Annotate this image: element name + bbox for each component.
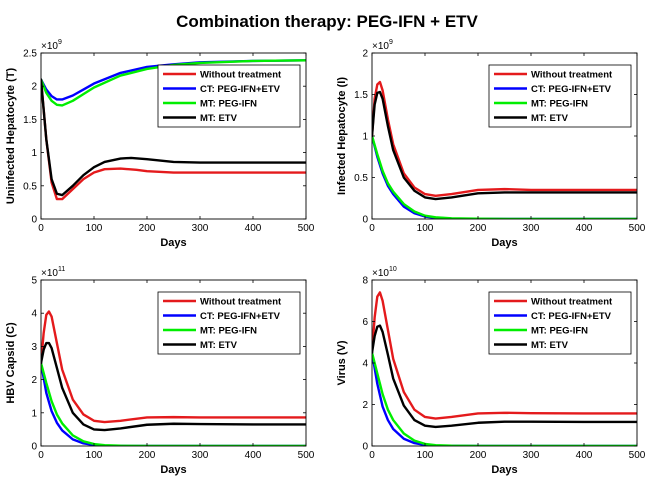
- legend-label-without-treatment: Without treatment: [531, 70, 613, 81]
- chart-v: 0 100 200 300 400 500 0 2 4 6 8 ×1010 Days Virus (V) W…: [336, 266, 646, 476]
- axes-frame: [371, 279, 638, 447]
- x-tick-label: 500: [298, 223, 315, 234]
- y-axis-label: HBV Capsid (C): [5, 322, 17, 404]
- x-tick-label: 0: [38, 450, 44, 461]
- axes-frame: [40, 52, 307, 220]
- legend-label-mt-etv: MT: ETV: [200, 340, 238, 351]
- x-axis-label: Days: [491, 464, 517, 476]
- chart-t: 0 100 200 300 400 500 0 0.5 1 1.5 2 2.5 ×109 Days Unin…: [5, 39, 315, 249]
- y-tick-label: 3: [31, 342, 37, 353]
- x-tick-label: 300: [523, 450, 540, 461]
- x-tick-label: 200: [139, 450, 156, 461]
- series-line-mt-peg-ifn: [41, 59, 306, 107]
- x-tick-label: 400: [576, 450, 593, 461]
- x-axis-label: Days: [160, 237, 186, 249]
- series-line-without-treatment: [41, 78, 306, 201]
- series-line-mt-etv: [372, 90, 637, 201]
- series-line-without-treatment: [372, 291, 637, 420]
- x-tick-label: 500: [629, 223, 646, 234]
- y-tick-label: 1: [31, 148, 37, 159]
- y-tick-label: 2: [362, 400, 368, 411]
- legend: Without treatment CT: PEG-IFN+ETV MT: PEG-…: [488, 291, 632, 355]
- y-tick-label: 1.5: [23, 115, 37, 126]
- y-exponent-label: ×1010: [372, 266, 397, 279]
- legend: Without treatment CT: PEG-IFN+ETV MT: PEG-…: [157, 291, 301, 355]
- series-line-without-treatment: [41, 310, 306, 424]
- x-tick-label: 500: [629, 450, 646, 461]
- y-tick-label: 6: [362, 317, 368, 328]
- legend-label-mt-peg-ifn: MT: PEG-IFN: [531, 99, 588, 110]
- y-tick-label: 0: [31, 215, 37, 226]
- x-tick-label: 0: [369, 450, 375, 461]
- y-tick-label: 1: [362, 132, 368, 143]
- x-tick-label: 100: [417, 223, 434, 234]
- x-tick-label: 300: [192, 450, 209, 461]
- x-tick-label: 100: [417, 450, 434, 461]
- y-tick-label: 1: [31, 408, 37, 419]
- chart-panels: 0 100 200 300 400 50000.511.522.5×109DaysUnin…: [5, 39, 646, 476]
- x-axis-label: Days: [160, 464, 186, 476]
- x-tick-label: 400: [576, 223, 593, 234]
- y-tick-label: 0: [362, 215, 368, 226]
- x-tick-label: 300: [523, 223, 540, 234]
- series-line-mt-etv: [41, 341, 306, 432]
- series-line-mt-etv: [41, 78, 306, 197]
- y-tick-label: 8: [362, 276, 368, 287]
- y-exponent-label: ×109: [372, 39, 393, 52]
- chart-c: 0 100 200 300 400 500 0 1 2 3 4 5 ×1011 Days HBV Capsi…: [5, 266, 315, 476]
- y-tick-label: 2: [362, 49, 368, 60]
- series-lines: [41, 59, 306, 201]
- y-tick-label: 4: [362, 359, 368, 370]
- axes-frame: [371, 52, 638, 220]
- x-tick-label: 200: [470, 450, 487, 461]
- x-tick-label: 0: [38, 223, 44, 234]
- y-tick-label: 5: [31, 276, 37, 287]
- legend-label-ct-peg-ifn-etv: CT: PEG-IFN+ETV: [200, 84, 281, 95]
- y-tick-label: 1.5: [354, 90, 368, 101]
- x-axis-label: Days: [491, 237, 517, 249]
- y-tick-label: 4: [31, 309, 37, 320]
- legend-label-ct-peg-ifn-etv: CT: PEG-IFN+ETV: [531, 311, 612, 322]
- legend-label-ct-peg-ifn-etv: CT: PEG-IFN+ETV: [531, 84, 612, 95]
- series-line-without-treatment: [372, 80, 637, 197]
- y-axis-label: Infected Hepatocyte (I): [336, 77, 348, 195]
- x-tick-label: 500: [298, 450, 315, 461]
- y-tick-label: 0.5: [354, 173, 368, 184]
- legend: Without treatment CT: PEG-IFN+ETV MT: PEG-…: [488, 64, 632, 128]
- y-tick-label: 2: [31, 82, 37, 93]
- legend-label-without-treatment: Without treatment: [531, 297, 613, 308]
- legend-label-mt-etv: MT: ETV: [200, 113, 238, 124]
- y-tick-label: 0: [362, 442, 368, 453]
- x-tick-label: 100: [86, 450, 103, 461]
- legend-label-mt-peg-ifn: MT: PEG-IFN: [531, 326, 588, 337]
- x-tick-label: 200: [139, 223, 156, 234]
- y-axis-label: Virus (V): [336, 340, 348, 385]
- legend-label-mt-etv: MT: ETV: [531, 340, 569, 351]
- y-tick-label: 2.5: [23, 49, 37, 60]
- x-tick-label: 300: [192, 223, 209, 234]
- series-line-mt-etv: [372, 324, 637, 429]
- x-tick-label: 100: [86, 223, 103, 234]
- y-exponent-label: ×109: [41, 39, 62, 52]
- legend-label-without-treatment: Without treatment: [200, 70, 282, 81]
- legend-label-mt-peg-ifn: MT: PEG-IFN: [200, 99, 257, 110]
- legend-label-without-treatment: Without treatment: [200, 297, 282, 308]
- y-tick-label: 0: [31, 442, 37, 453]
- legend-label-mt-etv: MT: ETV: [531, 113, 569, 124]
- y-tick-label: 2: [31, 375, 37, 386]
- y-axis-label: Uninfected Hepatocyte (T): [5, 68, 17, 205]
- x-tick-label: 0: [369, 223, 375, 234]
- figure-title: Combination therapy: PEG-IFN + ETV: [176, 12, 478, 31]
- y-exponent-label: ×1011: [41, 266, 65, 279]
- chart-i: 0 100 200 300 400 500 0 0.5 1 1.5 2 ×109 Days Infecte…: [336, 39, 646, 249]
- x-tick-label: 200: [470, 223, 487, 234]
- legend-label-mt-peg-ifn: MT: PEG-IFN: [200, 326, 257, 337]
- legend-label-ct-peg-ifn-etv: CT: PEG-IFN+ETV: [200, 311, 281, 322]
- y-tick-label: 0.5: [23, 181, 37, 192]
- legend: Without treatment CT: PEG-IFN+ETV MT: PEG-…: [157, 64, 301, 128]
- x-tick-label: 400: [245, 450, 262, 461]
- axes-frame: [40, 279, 307, 447]
- x-tick-label: 400: [245, 223, 262, 234]
